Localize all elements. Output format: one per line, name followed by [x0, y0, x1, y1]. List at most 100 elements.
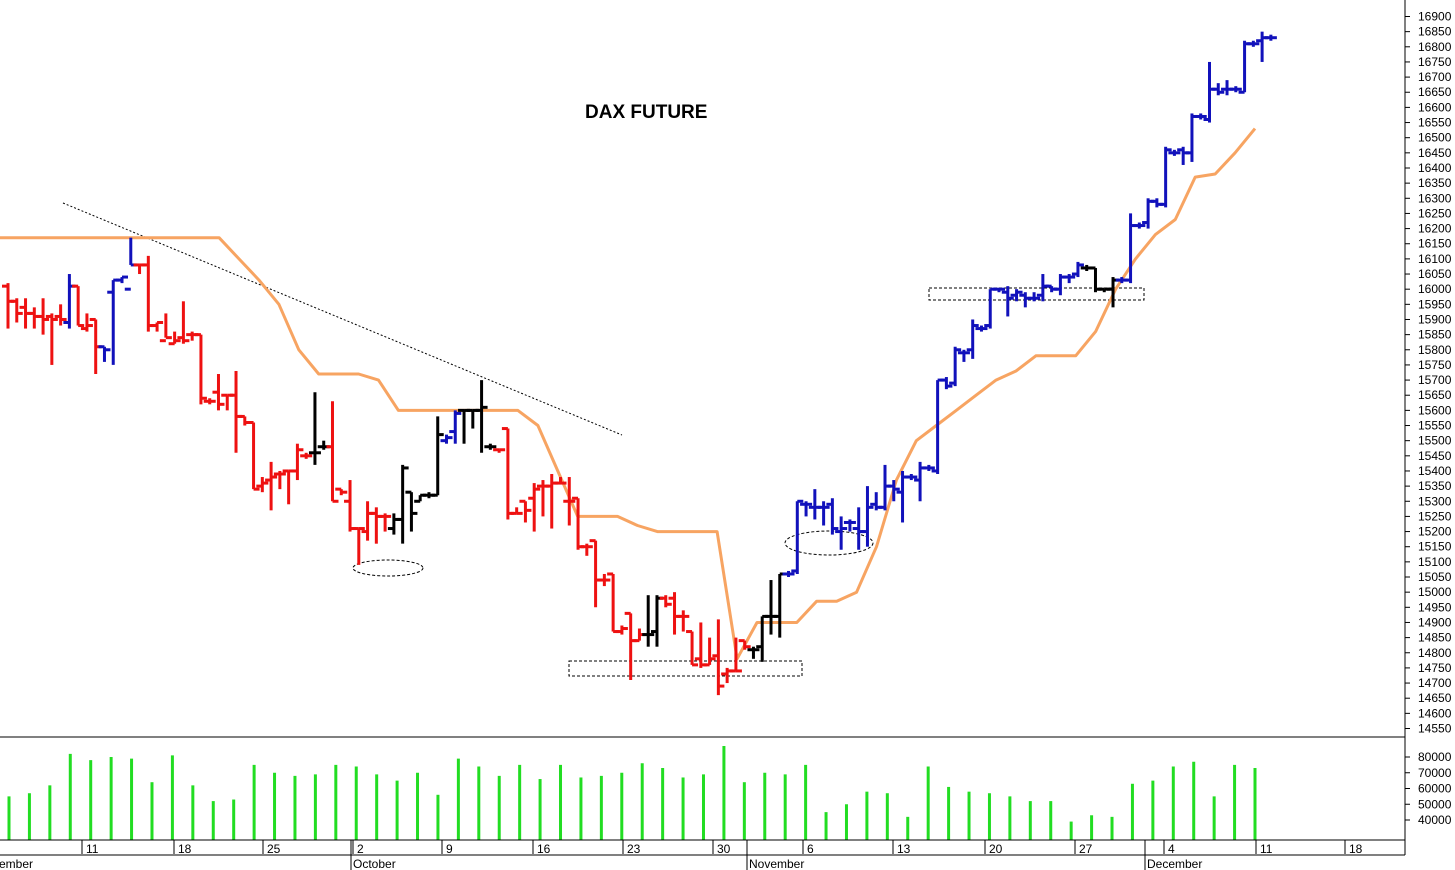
ohlc-bar	[747, 646, 760, 659]
price-tick-label: 16900	[1418, 10, 1452, 24]
ohlc-bar	[37, 298, 50, 335]
price-tick-label: 15650	[1418, 388, 1452, 402]
ohlc-bar	[1238, 40, 1251, 94]
ohlc-bar	[966, 319, 979, 359]
ohlc-bar	[554, 477, 567, 485]
ohlc-bar	[10, 298, 23, 323]
price-tick-label: 15250	[1418, 509, 1452, 523]
volume-tick-label: 60000	[1418, 782, 1452, 796]
ohlc-bar	[291, 443, 304, 481]
ohlc-bar	[905, 473, 918, 481]
day-tick-label: 11	[1260, 842, 1273, 856]
ohlc-bar	[1133, 222, 1146, 229]
day-tick-label: 13	[897, 842, 911, 856]
ohlc-bar	[791, 499, 804, 574]
ohlc-bar	[940, 377, 953, 390]
ohlc-bar	[405, 490, 418, 532]
ohlc-bar	[212, 374, 225, 411]
day-tick-label: 4	[1168, 842, 1175, 856]
ohlc-bar	[984, 287, 997, 329]
ohlc-bar	[510, 507, 523, 515]
ohlc-bar	[1185, 113, 1198, 162]
ohlc-bar	[1212, 83, 1225, 96]
price-tick-label: 15100	[1418, 555, 1452, 569]
day-tick-label: 23	[627, 842, 641, 856]
ohlc-bar	[1264, 34, 1277, 41]
price-tick-label: 15050	[1418, 570, 1452, 584]
moving-average-line	[0, 127, 1257, 661]
ohlc-bar	[458, 408, 471, 444]
volume-panel	[7, 745, 1257, 840]
volume-tick-label: 50000	[1418, 797, 1452, 811]
price-tick-label: 14650	[1418, 691, 1452, 705]
ohlc-bar	[949, 346, 962, 387]
ohlc-bar	[352, 527, 365, 565]
ohlc-bar	[335, 487, 348, 496]
price-tick-label: 16350	[1418, 176, 1452, 190]
ohlc-bar	[493, 448, 506, 453]
ohlc-bar	[449, 410, 462, 444]
ohlc-bar	[501, 427, 514, 520]
ohlc-bar	[168, 331, 181, 346]
price-tick-label: 16600	[1418, 100, 1452, 114]
ohlc-bar	[1063, 274, 1076, 284]
price-tick-label: 16750	[1418, 55, 1452, 69]
ohlc-bar	[159, 313, 172, 343]
ohlc-bar	[203, 398, 216, 405]
price-tick-label: 16050	[1418, 267, 1452, 281]
ohlc-bar	[379, 513, 392, 532]
ohlc-bar	[668, 592, 681, 635]
price-tick-label: 15300	[1418, 494, 1452, 508]
ohlc-bar	[282, 469, 295, 505]
ohlc-bar	[1142, 198, 1155, 229]
price-tick-label: 16650	[1418, 85, 1452, 99]
ohlc-bar	[800, 501, 813, 517]
price-tick-label: 16100	[1418, 252, 1452, 266]
ohlc-bar	[712, 619, 725, 696]
ohlc-bar	[45, 313, 58, 365]
annotations	[62, 202, 1145, 677]
price-tick-label: 15850	[1418, 328, 1452, 342]
month-tick-label: December	[1147, 857, 1202, 870]
ohlc-bar	[835, 516, 848, 550]
price-tick-label: 15700	[1418, 373, 1452, 387]
ohlc-bar	[107, 278, 120, 365]
ohlc-bar	[28, 307, 41, 329]
ohlc-bar	[98, 345, 111, 362]
day-tick-label: 18	[1349, 842, 1363, 856]
price-tick-label: 15800	[1418, 343, 1452, 357]
ohlc-bar	[843, 519, 856, 532]
ohlc-bar	[466, 408, 479, 429]
day-tick-label: 11	[86, 842, 99, 856]
month-tick-label: October	[353, 857, 396, 870]
ohlc-bar	[124, 237, 137, 291]
ohlc-bar	[677, 610, 690, 632]
ohlc-bar	[659, 595, 672, 608]
ohlc-bar	[826, 498, 839, 535]
price-tick-label: 14750	[1418, 661, 1452, 675]
downtrend-line	[62, 202, 623, 436]
ohlc-bar	[703, 637, 716, 667]
month-tick-label: ember	[0, 857, 33, 870]
pullback-highlight-ellipse	[784, 530, 874, 556]
chart-title: DAX FUTURE	[585, 102, 707, 123]
day-tick-label: 20	[989, 842, 1003, 856]
price-tick-label: 14900	[1418, 615, 1452, 629]
ohlc-bar	[177, 301, 190, 344]
ohlc-bar	[72, 284, 85, 328]
month-tick-label: November	[749, 857, 804, 870]
volume-tick-label: 40000	[1418, 813, 1452, 827]
day-tick-label: 2	[357, 842, 364, 856]
price-tick-label: 16700	[1418, 70, 1452, 84]
ohlc-bar	[650, 595, 663, 647]
consolidation-zone-box	[928, 287, 1145, 301]
price-tick-label: 16400	[1418, 161, 1452, 175]
support-zone-box	[568, 660, 803, 677]
ohlc-bar	[308, 392, 321, 465]
ohlc-bar	[431, 416, 444, 497]
ohlc-bar	[317, 440, 330, 450]
ohlc-bar	[344, 480, 357, 532]
ohlc-bar	[80, 313, 93, 332]
ohlc-bar	[738, 639, 751, 650]
